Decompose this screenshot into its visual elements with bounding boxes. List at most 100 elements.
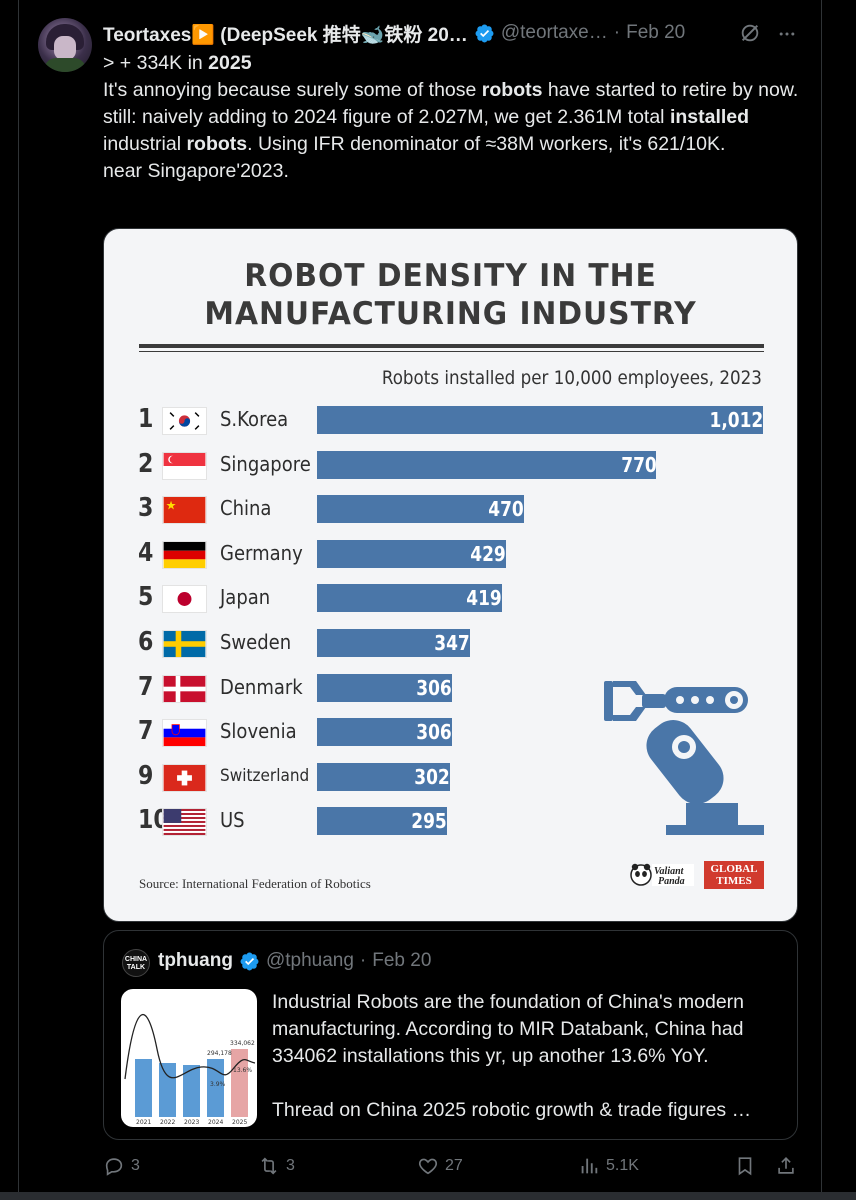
chart-source: Source: International Federation of Robo…	[139, 876, 371, 891]
reply-button[interactable]: 3	[103, 1155, 140, 1177]
bar: 347	[317, 629, 470, 657]
country-label: Singapore	[220, 451, 311, 476]
bar: 1,012	[317, 406, 763, 434]
repost-button[interactable]: 3	[258, 1155, 295, 1177]
flag-sweden-icon	[162, 630, 207, 658]
verified-badge-icon	[240, 952, 259, 970]
quoted-media-thumbnail[interactable]: 294,178 334,062 3.9% 13.6% 2021 2022 202…	[121, 989, 257, 1127]
bar-value-label: 306	[416, 720, 452, 745]
thumb-year-2024: 2024	[208, 1119, 223, 1126]
chart-row: 7 Denmark 306	[104, 669, 797, 709]
bar: 470	[317, 495, 525, 524]
share-button[interactable]	[775, 1155, 797, 1177]
country-label: Sweden	[220, 630, 292, 654]
quoted-separator: ·	[359, 950, 367, 971]
reply-icon	[105, 1158, 123, 1176]
bar: 295	[317, 807, 447, 836]
views-count: 5.1K	[606, 1157, 639, 1174]
flag-south-korea-icon	[162, 407, 207, 435]
quoted-author-name[interactable]: tphuang	[158, 950, 233, 971]
thumb-label-2024: 294,178	[207, 1050, 232, 1057]
thumb-year-2022: 2022	[160, 1119, 175, 1126]
rank-label: 5	[138, 582, 154, 613]
chart-row: 1 S.Korea 1,012	[104, 401, 797, 441]
bar: 770	[317, 450, 657, 479]
country-label: China	[220, 496, 272, 521]
grok-icon[interactable]	[739, 22, 761, 44]
rank-label: 9	[138, 760, 154, 791]
bookmark-icon	[738, 1157, 752, 1176]
header-separator: ·	[613, 22, 621, 43]
bar-value-label: 429	[470, 541, 507, 566]
rank-label: 4	[138, 537, 154, 568]
country-label: Japan	[220, 585, 271, 610]
views-icon	[581, 1158, 598, 1174]
repost-icon	[261, 1157, 277, 1175]
tweet-header: Teortaxes▶️ (DeepSeek 推特🐋铁粉 20… @teortax…	[103, 20, 816, 46]
chart-row: 2 Singapore 770	[104, 446, 797, 486]
bar: 419	[317, 584, 502, 613]
author-avatar[interactable]	[38, 18, 92, 72]
svg-text:Valiant: Valiant	[654, 866, 685, 877]
tweet-media-chart[interactable]: ROBOT DENSITY IN THE MANUFACTURING INDUS…	[103, 228, 798, 922]
bar-value-label: 470	[488, 497, 525, 522]
chart-row: 9 Switzerland 302	[104, 758, 797, 798]
svg-text:Panda: Panda	[658, 876, 685, 887]
global-times-logo: GLOBAL TIMES	[704, 861, 764, 889]
tweet-date[interactable]: Feb 20	[626, 22, 686, 43]
valiant-panda-logo: Valiant Panda	[630, 863, 694, 887]
chart-row: 7 Slovenia 306	[104, 713, 797, 753]
rank-label: 7	[138, 671, 154, 702]
reply-count: 3	[131, 1157, 140, 1174]
bar-value-label: 302	[414, 764, 451, 789]
heart-icon	[418, 1158, 438, 1175]
rank-label: 1	[138, 404, 154, 434]
thumb-pct-2024: 3.9%	[210, 1081, 226, 1088]
title-rule-thin	[139, 351, 764, 352]
author-display-name[interactable]: Teortaxes▶️ (DeepSeek 推特🐋铁粉 20…	[103, 24, 468, 46]
flag-singapore-icon	[162, 451, 207, 480]
more-options-icon[interactable]	[776, 24, 798, 44]
views-button[interactable]: 5.1K	[578, 1155, 639, 1177]
quoted-tweet-date[interactable]: Feb 20	[372, 950, 432, 971]
flag-germany-icon	[162, 540, 207, 569]
bar-value-label: 347	[434, 631, 470, 655]
country-label: S.Korea	[220, 407, 289, 431]
author-handle[interactable]: @teortaxe…	[500, 22, 608, 43]
bar-value-label: 770	[620, 452, 657, 477]
title-rule	[139, 344, 764, 348]
country-label: Switzerland	[220, 765, 310, 786]
bottom-bar	[0, 1192, 856, 1200]
flag-china-icon	[162, 496, 207, 525]
flag-denmark-icon	[162, 674, 207, 703]
bar-value-label: 306	[416, 675, 452, 700]
bar: 306	[317, 718, 452, 747]
robot-arm-icon	[604, 681, 764, 835]
rank-label: 7	[138, 716, 154, 747]
rank-label: 3	[138, 493, 154, 524]
country-label: Germany	[220, 540, 303, 565]
country-label: Denmark	[220, 674, 303, 699]
quoted-tweet-text: Industrial Robots are the foundation of …	[272, 991, 752, 1121]
bookmark-button[interactable]	[734, 1155, 756, 1177]
country-label: Slovenia	[220, 719, 297, 744]
quoted-tweet[interactable]: CHINA TALK tphuang @tphuang · Feb 20 294…	[103, 930, 798, 1140]
thumb-label-2025: 334,062	[230, 1040, 255, 1047]
rank-label: 2	[138, 448, 154, 479]
rank-label: 6	[138, 627, 154, 657]
quoted-author-avatar[interactable]: CHINA TALK	[122, 949, 150, 977]
flag-japan-icon	[162, 585, 207, 614]
bar-value-label: 419	[466, 586, 502, 611]
quoted-author-handle[interactable]: @tphuang	[265, 950, 354, 971]
chart-row: 5 Japan 419	[104, 579, 797, 619]
chart-row: 6 Sweden 347	[104, 624, 797, 664]
like-count: 27	[445, 1157, 463, 1174]
country-label: US	[220, 808, 245, 833]
chart-subtitle: Robots installed per 10,000 employees, 2…	[381, 367, 762, 389]
flag-slovenia-icon	[162, 719, 207, 748]
timeline-left-border	[18, 0, 19, 1192]
chart-title: ROBOT DENSITY IN THE MANUFACTURING INDUS…	[204, 258, 697, 332]
bar: 302	[317, 762, 451, 791]
bar: 429	[317, 539, 507, 568]
like-button[interactable]: 27	[417, 1155, 463, 1177]
